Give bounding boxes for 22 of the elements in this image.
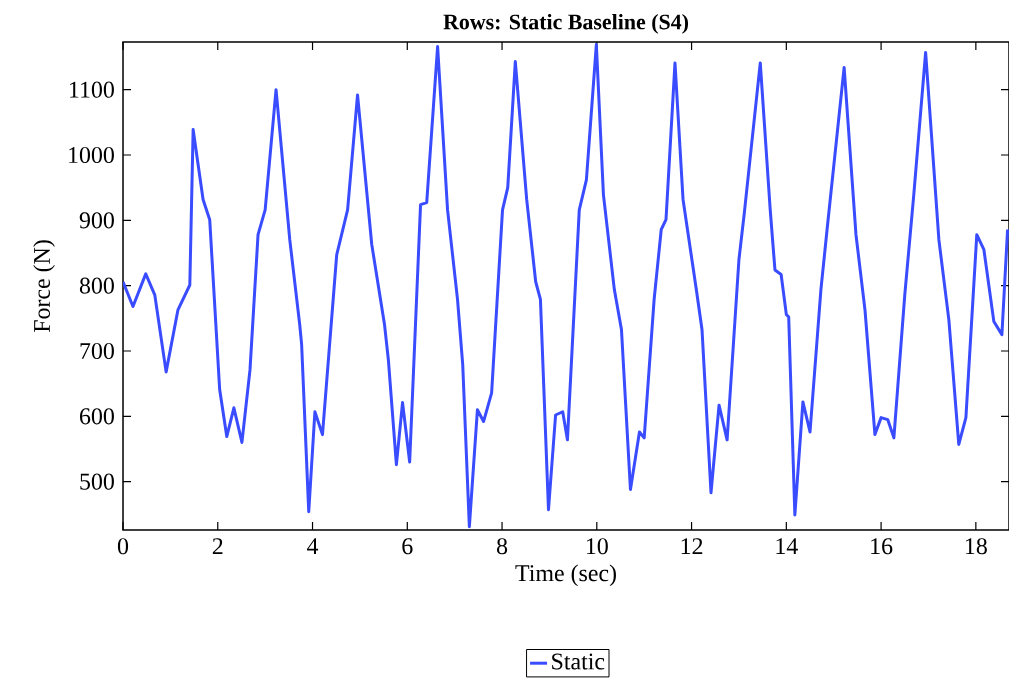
- x-axis-title: Time (sec): [515, 564, 616, 587]
- x-tick-label: 0: [117, 538, 129, 555]
- chart-title: Rows: Static Baseline (S4): [443, 13, 689, 34]
- y-tick-label: 700: [80, 342, 114, 360]
- y-tick-label: 800: [79, 277, 114, 294]
- y-tick-label: 1100: [70, 81, 114, 98]
- x-tick-label: 4: [307, 538, 319, 554]
- x-tick-label: 2: [212, 538, 223, 554]
- y-axis-title: Force (N): [33, 240, 55, 333]
- x-tick-label: 10: [586, 538, 608, 555]
- y-tick-label: 1000: [69, 146, 114, 164]
- y-tick-label: 900: [79, 212, 114, 229]
- legend-label: Static: [552, 653, 605, 670]
- x-tick-label: 14: [776, 538, 798, 554]
- x-tick-label: 8: [496, 538, 508, 555]
- line-series: [123, 43, 1009, 529]
- x-tick-label: 12: [681, 538, 703, 554]
- x-tick-label: 16: [871, 538, 893, 555]
- y-tick-label: 500: [80, 473, 114, 490]
- y-tick-label: 600: [80, 408, 114, 425]
- x-tick-label: 18: [965, 538, 987, 555]
- x-tick-label: 6: [402, 538, 413, 555]
